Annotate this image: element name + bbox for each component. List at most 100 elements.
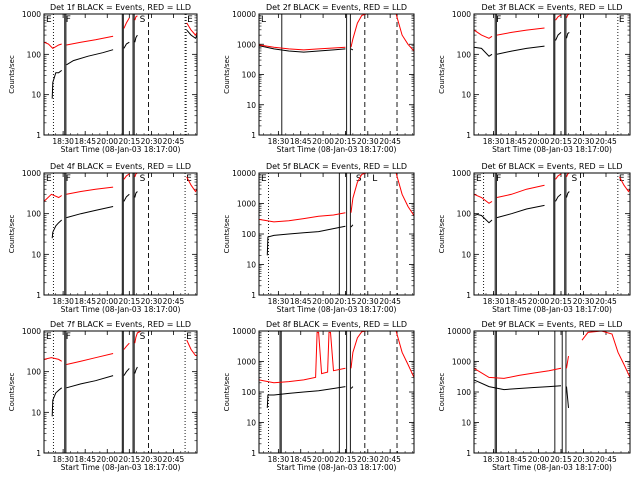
- y-tick-label: 10000: [232, 327, 256, 336]
- x-tick-label: 18:30: [52, 137, 74, 146]
- x-tick-label: 20:45: [595, 297, 617, 306]
- lld-series-line: [350, 172, 373, 213]
- y-axis-label: Counts/sec: [8, 373, 16, 412]
- y-tick-label: 10000: [232, 169, 256, 178]
- events-series-line: [266, 386, 346, 408]
- plot-frame: [43, 13, 198, 136]
- x-tick-label: 20:30: [573, 297, 595, 306]
- x-axis-label: Start Time (08-Jan-03 18:17:00): [277, 145, 397, 154]
- lld-series-line: [566, 356, 569, 369]
- x-tick-label: 18:30: [483, 455, 505, 464]
- y-tick-label: 1: [466, 131, 471, 140]
- x-tick-label: 18:30: [268, 137, 290, 146]
- x-tick-label: 18:30: [483, 137, 505, 146]
- y-tick-label: 1: [251, 131, 256, 140]
- y-axis-label: Counts/sec: [8, 55, 16, 94]
- x-tick-label: 20:15: [335, 297, 357, 306]
- events-series-line: [350, 48, 354, 51]
- y-axis-label: Counts/sec: [438, 215, 446, 254]
- events-series-line: [555, 193, 562, 202]
- y-axis-label: Counts/sec: [438, 373, 446, 412]
- events-series-line: [473, 213, 493, 224]
- lld-series-line: [134, 172, 138, 178]
- plot-frame: [43, 330, 198, 454]
- plot-panel-1: Det 1f BLACK = Events, RED = LLD Counts/s…: [8, 3, 198, 154]
- lld-series-line: [258, 212, 346, 223]
- y-tick-label: 1000: [237, 358, 256, 367]
- events-series-line: [134, 34, 138, 43]
- lld-series-line: [258, 44, 346, 51]
- plot-panel-7: Det 7f BLACK = Events, RED = LLD Counts/s…: [8, 320, 198, 472]
- lld-series-line: [619, 176, 631, 193]
- lld-series-line: [66, 353, 114, 365]
- x-tick-label: 20:45: [595, 455, 617, 464]
- plot-frame: [43, 172, 198, 296]
- x-tick-label: 20:15: [335, 137, 357, 146]
- x-tick-label: 20:00: [96, 297, 118, 306]
- lld-series-line: [43, 41, 62, 50]
- marker-label: E: [619, 15, 625, 25]
- annotation-label: E: [476, 174, 482, 184]
- marker-label: E: [619, 174, 625, 184]
- events-series-line: [258, 45, 346, 53]
- lld-series-line: [395, 13, 415, 52]
- plot-panel-9: Det 9f BLACK = Events, RED = LLD Counts/s…: [438, 320, 631, 472]
- annotation-label: E: [46, 332, 52, 342]
- x-tick-label: 20:00: [312, 297, 334, 306]
- plot-panel-3: Det 3f BLACK = Events, RED = LLD Counts/s…: [438, 3, 631, 154]
- x-tick-label: 20:15: [119, 455, 141, 464]
- events-series-line: [123, 193, 130, 202]
- y-tick-label: 100: [457, 210, 472, 219]
- x-tick-label: 20:15: [550, 297, 572, 306]
- x-tick-label: 20:45: [379, 137, 401, 146]
- x-tick-label: 20:45: [163, 297, 185, 306]
- x-tick-label: 18:30: [52, 455, 74, 464]
- x-tick-label: 20:15: [550, 455, 572, 464]
- y-tick-label: 10000: [232, 10, 256, 19]
- plot-title: Det 3f BLACK = Events, RED = LLD: [481, 3, 622, 12]
- y-tick-label: 10: [31, 91, 41, 100]
- events-series-line: [496, 204, 545, 219]
- x-axis-label: Start Time (08-Jan-03 18:17:00): [277, 305, 397, 314]
- lld-series-line: [566, 172, 570, 178]
- x-tick-label: 20:30: [141, 455, 163, 464]
- annotation-label: S: [140, 174, 146, 184]
- y-tick-label: 1: [251, 291, 256, 300]
- x-tick-label: 20:00: [528, 297, 550, 306]
- events-series-line: [566, 191, 570, 198]
- plot-title: Det 6f BLACK = Events, RED = LLD: [481, 162, 622, 171]
- plot-title: Det 5f BLACK = Events, RED = LLD: [266, 162, 407, 171]
- x-axis-label: Start Time (08-Jan-03 18:17:00): [492, 463, 612, 472]
- lld-series-line: [66, 186, 114, 195]
- y-tick-label: 1000: [22, 327, 41, 336]
- annotation-label: E: [261, 174, 267, 184]
- events-series-line: [473, 46, 493, 57]
- y-tick-label: 100: [27, 368, 42, 377]
- plot-title: Det 9f BLACK = Events, RED = LLD: [481, 320, 622, 329]
- lld-series-line: [43, 193, 62, 202]
- y-tick-label: 1000: [452, 358, 471, 367]
- x-tick-label: 18:45: [505, 455, 527, 464]
- y-tick-label: 10: [246, 101, 256, 110]
- lld-series-line: [555, 173, 562, 180]
- lld-series-line: [123, 173, 130, 180]
- x-tick-label: 20:30: [141, 297, 163, 306]
- x-tick-label: 18:45: [290, 297, 312, 306]
- x-tick-label: 20:00: [528, 137, 550, 146]
- y-axis-label: Counts/sec: [223, 55, 231, 94]
- x-tick-label: 20:15: [550, 137, 572, 146]
- plot-frame: [473, 172, 631, 296]
- events-series-line: [350, 386, 354, 389]
- x-tick-label: 20:30: [357, 455, 379, 464]
- plot-frame: [258, 330, 415, 454]
- x-tick-label: 20:15: [335, 455, 357, 464]
- lld-series-line: [186, 22, 198, 36]
- x-tick-label: 20:15: [119, 137, 141, 146]
- x-tick-label: 20:00: [312, 137, 334, 146]
- plot-title: Det 2f BLACK = Events, RED = LLD: [266, 3, 407, 12]
- marker-label: F: [496, 174, 501, 184]
- x-tick-label: 18:45: [74, 455, 96, 464]
- y-tick-label: 1: [36, 449, 41, 458]
- y-tick-label: 100: [457, 388, 472, 397]
- annotation-label: S: [140, 332, 146, 342]
